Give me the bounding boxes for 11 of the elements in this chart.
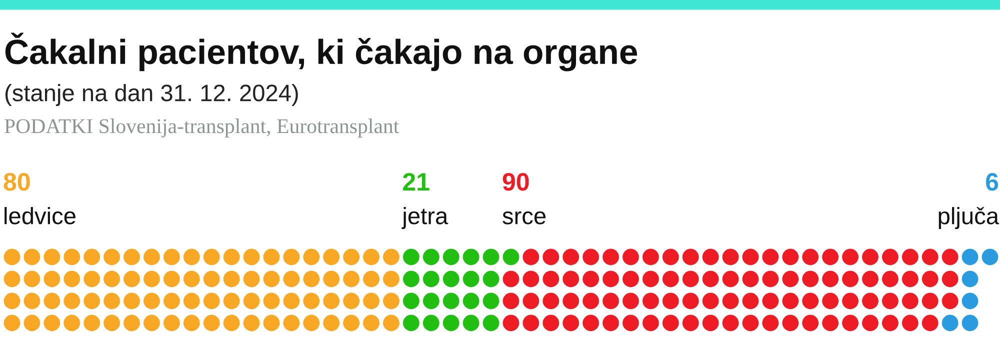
category-label: pljuča [938,206,999,230]
category-label: ledvice [4,206,76,224]
text: Čakalni pacientov, ki čakajo na organe [5,32,638,72]
category-label: srce [502,211,546,224]
data-label: 90 [502,173,529,191]
category-label: jetra [402,206,448,230]
text: PODATKI Slovenija-transplant, Eurotransplant [4,118,400,138]
data-label: 6 [986,173,998,191]
data-label: 80 [4,173,30,191]
text: (stanje na dan 31. 12. 2024) [5,84,298,106]
data-label: 21 [403,173,430,190]
